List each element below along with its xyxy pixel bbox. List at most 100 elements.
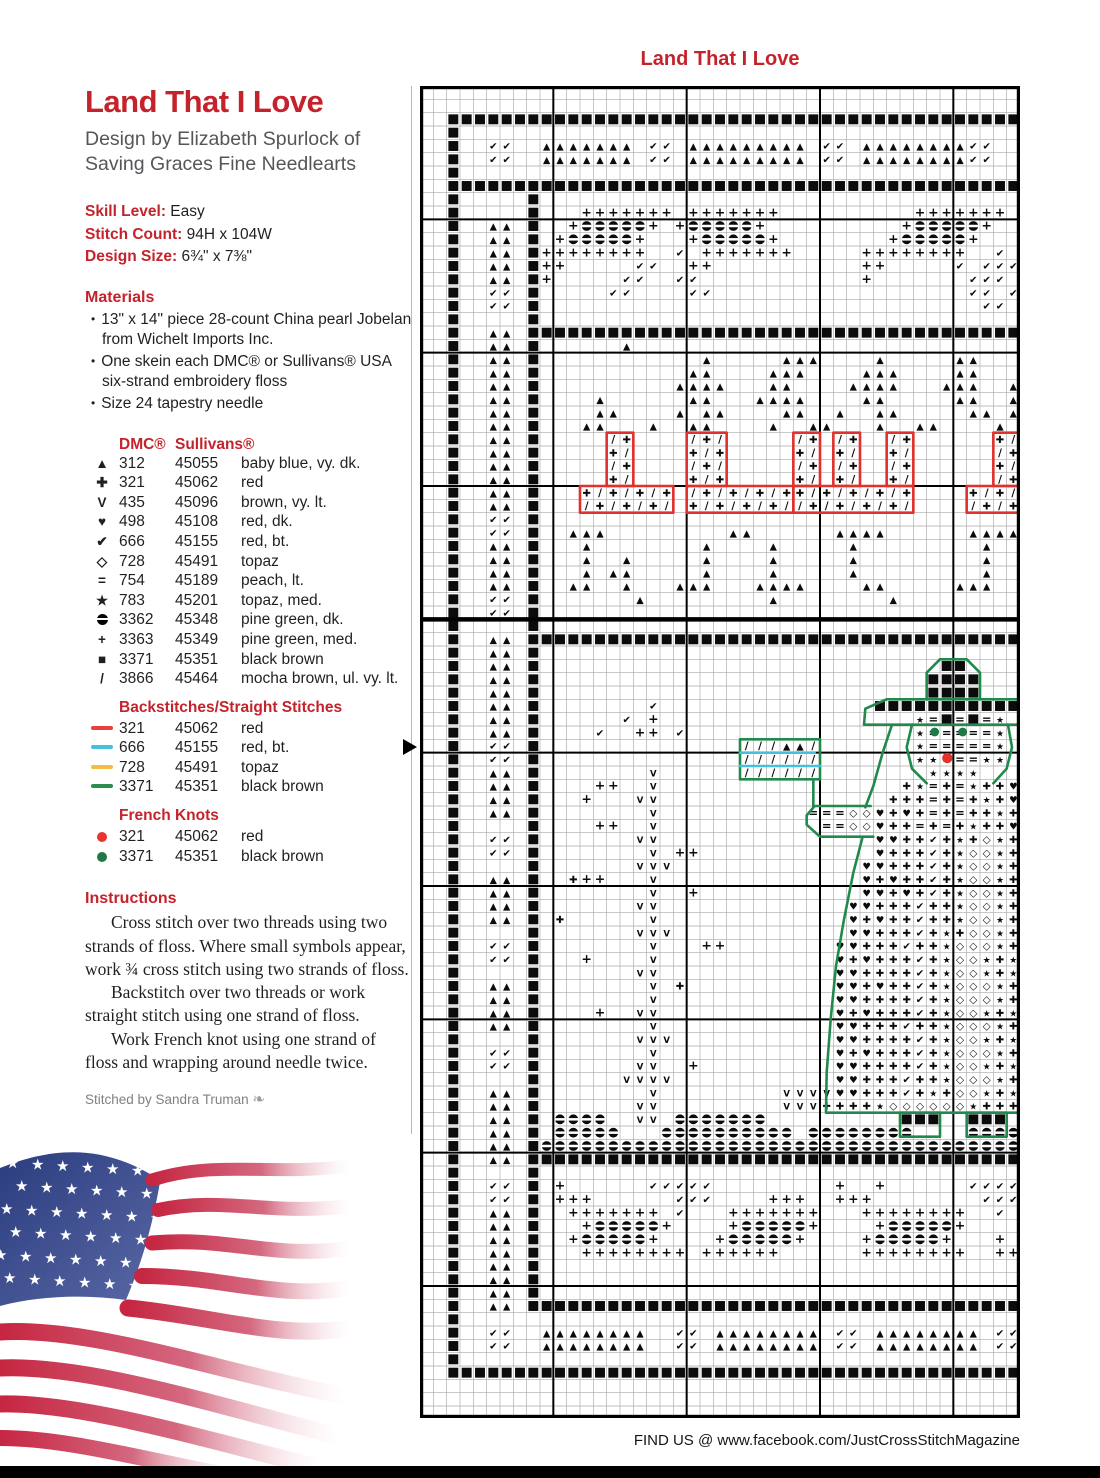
svg-text:▲: ▲	[890, 408, 898, 419]
svg-text:▲: ▲	[490, 995, 498, 1006]
svg-text:✔: ✔	[502, 1062, 510, 1073]
svg-text:+: +	[755, 1204, 765, 1219]
svg-text:▲: ▲	[503, 1088, 511, 1099]
name-cell: red, bt.	[241, 532, 290, 550]
svg-text:✚: ✚	[1009, 475, 1017, 486]
svg-text:▲: ▲	[543, 1342, 551, 1353]
skill-level: Skill Level: Easy	[85, 203, 205, 221]
svg-text:/: /	[598, 487, 602, 499]
name-cell: mocha brown, ul. vy. lt.	[241, 670, 399, 688]
svg-text:✚: ✚	[1009, 1102, 1017, 1113]
svg-text:+: +	[795, 1191, 805, 1206]
svg-text:◇: ◇	[969, 914, 978, 926]
svg-text:▲: ▲	[956, 395, 964, 406]
svg-text:▲: ▲	[490, 435, 498, 446]
svg-text:✔: ✔	[502, 1342, 510, 1353]
svg-text:✔: ✔	[489, 1342, 497, 1353]
svg-text:▲: ▲	[970, 528, 978, 539]
svg-text:♥: ♥	[836, 1008, 845, 1019]
symbol-cell: ♥	[97, 514, 106, 530]
svg-text:▲: ▲	[490, 1128, 498, 1139]
svg-text:V: V	[650, 796, 657, 806]
svg-text:✚: ✚	[889, 862, 897, 873]
svg-text:▲: ▲	[956, 382, 964, 393]
symbol-cell	[85, 610, 119, 630]
svg-text:/: /	[638, 501, 642, 513]
svg-text:✚: ✚	[916, 888, 924, 899]
svg-text:▲: ▲	[556, 1342, 564, 1353]
svg-text:▲: ▲	[503, 262, 511, 273]
svg-text:✚: ✚	[942, 808, 950, 819]
svg-text:✔: ✔	[676, 728, 684, 739]
svg-text:+: +	[555, 258, 565, 273]
svg-text:+: +	[981, 218, 991, 233]
svg-text:+: +	[995, 204, 1005, 219]
svg-text:✚: ✚	[902, 848, 910, 859]
svg-text:✚: ✚	[902, 835, 910, 846]
svg-text:+: +	[581, 871, 591, 886]
svg-text:✚: ✚	[889, 955, 897, 966]
svg-text:▲: ▲	[596, 408, 604, 419]
svg-text:/: /	[705, 447, 709, 459]
svg-text:+: +	[848, 1191, 858, 1206]
svg-text:✚: ✚	[996, 1035, 1004, 1046]
svg-text:▲: ▲	[783, 155, 791, 166]
svg-text:▲: ▲	[503, 542, 511, 553]
svg-text:▲: ▲	[756, 395, 764, 406]
svg-text:▲: ▲	[930, 155, 938, 166]
svg-text:▲: ▲	[490, 1248, 498, 1259]
svg-text:✔: ✔	[969, 155, 977, 166]
svg-text:/: /	[745, 741, 749, 753]
svg-text:=: =	[942, 725, 952, 739]
svg-text:▲: ▲	[1010, 382, 1018, 393]
svg-text:✔: ✔	[982, 142, 990, 153]
dmc-cell: 3362	[119, 611, 154, 629]
svg-text:✚: ✚	[889, 902, 897, 913]
svg-text:✔: ✔	[916, 968, 924, 979]
svg-text:✚: ✚	[849, 435, 857, 446]
svg-text:★: ★	[929, 769, 937, 779]
svg-text:▲: ▲	[490, 875, 498, 886]
svg-text:▲: ▲	[743, 1342, 751, 1353]
svg-text:▲: ▲	[890, 382, 898, 393]
svg-text:✔: ✔	[996, 262, 1004, 273]
svg-text:▲: ▲	[583, 582, 591, 593]
svg-text:+: +	[568, 244, 578, 259]
svg-text:▲: ▲	[903, 142, 911, 153]
svg-text:▲: ▲	[783, 395, 791, 406]
svg-text:▲: ▲	[756, 1342, 764, 1353]
sul-cell: 45108	[175, 513, 219, 531]
svg-text:✔: ✔	[489, 835, 497, 846]
svg-text:+: +	[621, 244, 631, 259]
svg-text:▲: ▲	[970, 355, 978, 366]
svg-text:♥: ♥	[862, 862, 871, 873]
svg-text:▲: ▲	[556, 142, 564, 153]
svg-text:▲: ▲	[490, 702, 498, 713]
svg-text:▲: ▲	[850, 555, 858, 566]
svg-text:▲: ▲	[490, 222, 498, 233]
svg-text:=: =	[955, 779, 965, 793]
svg-text:✚: ✚	[876, 1075, 884, 1086]
svg-text:▲: ▲	[503, 1155, 511, 1166]
svg-text:✚: ✚	[916, 848, 924, 859]
svg-text:+: +	[635, 231, 645, 246]
svg-text:★: ★	[943, 1063, 951, 1073]
svg-text:▲: ▲	[903, 1342, 911, 1353]
svg-text:/: /	[625, 447, 629, 459]
svg-text:+: +	[741, 204, 751, 219]
svg-text:✔: ✔	[996, 1328, 1004, 1339]
svg-text:+: +	[781, 244, 791, 259]
svg-text:▲: ▲	[970, 395, 978, 406]
svg-text:+: +	[861, 258, 871, 273]
symbol-cell	[85, 758, 119, 778]
svg-text:▲: ▲	[610, 408, 618, 419]
svg-text:+: +	[635, 1244, 645, 1259]
svg-text:✔: ✔	[502, 848, 510, 859]
svg-text:▲: ▲	[956, 368, 964, 379]
symbol-cell: +	[98, 631, 106, 647]
dmc-cell: 3866	[119, 670, 154, 688]
svg-text:=: =	[835, 819, 845, 833]
svg-text:/: /	[891, 461, 895, 473]
svg-text:V: V	[623, 1076, 630, 1086]
